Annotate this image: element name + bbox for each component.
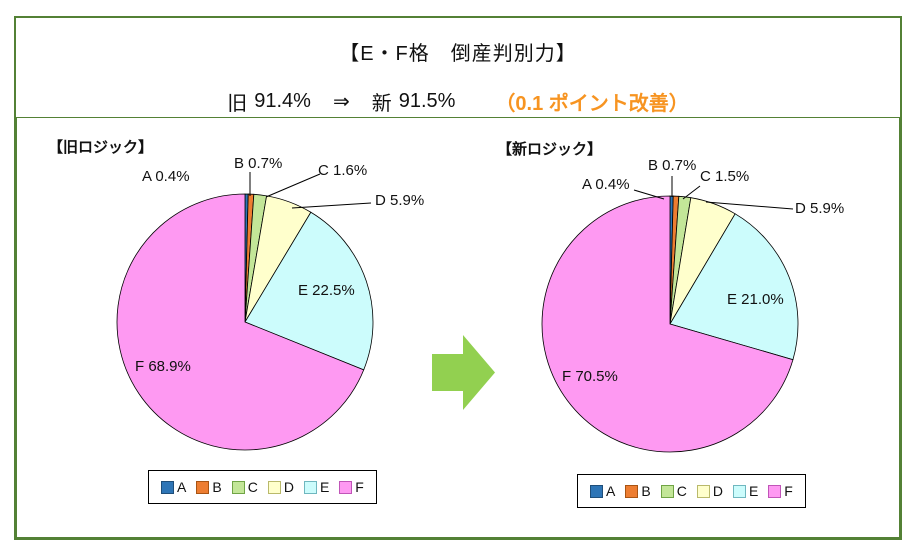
legend-item-d: D: [696, 483, 723, 499]
old-value: 91.4%: [254, 90, 311, 112]
legend-label-b: B: [212, 479, 222, 495]
legend-swatch-a: [590, 484, 603, 498]
pie-label-d-new: D 5.9%: [795, 200, 845, 217]
pie-slice-e: [244, 211, 374, 371]
pie-label-b-old: B 0.7%: [234, 155, 283, 172]
legend-swatch-c: [231, 480, 245, 494]
legend-swatch-a: [161, 480, 174, 494]
legend-item-a: A: [590, 483, 615, 499]
transition-arrow-icon: [432, 335, 495, 410]
legend-label-d: D: [712, 483, 723, 499]
leader-line-d-old: [291, 202, 372, 209]
legend-label-a: A: [606, 483, 616, 499]
pie-label-f-new: F 70.5%: [562, 368, 618, 385]
leader-line-d-new: [705, 201, 794, 210]
legend-item-c: C: [660, 483, 687, 499]
comparison-line: 旧 91.4% ⇒ 新 91.5% （0.1 ポイント改善）: [16, 87, 900, 116]
legend-item-d: D: [267, 479, 294, 495]
legend-label-e: E: [319, 479, 330, 495]
leader-line-c-old: [265, 173, 321, 198]
legend-label-e: E: [748, 483, 759, 499]
pie-label-c-old: C 1.6%: [318, 162, 368, 179]
new-value-pair: 新 91.5%: [372, 87, 456, 116]
old-logic-pie-chart: [116, 172, 374, 451]
leader-line-c-new: [682, 185, 701, 200]
pie-slice-f: [116, 193, 365, 451]
legend-label-b: B: [641, 483, 651, 499]
legend-swatch-f: [768, 484, 782, 498]
new-logic-pie-chart: [541, 176, 799, 453]
new-value: 91.5%: [398, 90, 456, 112]
pie-label-b-new: B 0.7%: [648, 157, 697, 174]
legend-item-f: F: [768, 483, 793, 499]
pie-label-d-old: D 5.9%: [375, 192, 425, 209]
pie-label-c-new: C 1.5%: [700, 168, 750, 185]
legend-label-c: C: [676, 483, 687, 499]
legend-swatch-c: [660, 484, 674, 498]
legend-item-e: E: [732, 483, 759, 499]
old-label: 旧: [227, 93, 248, 115]
pie-slice-f: [541, 195, 794, 453]
rightwards-double-arrow-icon: ⇒: [332, 91, 350, 113]
old-value-pair: 旧 91.4%: [227, 87, 311, 116]
chart-area: 【旧ロジック】 A 0.4% B 0.7% C 1.6% D 5.9% E 22…: [16, 117, 900, 538]
legend-label-c: C: [247, 479, 258, 495]
pie-label-e-old: E 22.5%: [298, 282, 355, 299]
improvement-text: （0.1 ポイント改善）: [495, 93, 689, 115]
pie-label-e-new: E 21.0%: [727, 291, 784, 308]
leader-line-a-new: [633, 189, 665, 200]
old-logic-title: 【旧ロジック】: [48, 139, 154, 156]
legend-label-f: F: [784, 483, 793, 499]
legend-swatch-f: [339, 480, 353, 494]
pie-label-f-old: F 68.9%: [135, 358, 191, 375]
legend-item-b: B: [196, 479, 222, 495]
pie-label-a-old: A 0.4%: [142, 168, 190, 185]
legend-item-b: B: [625, 483, 651, 499]
legend-item-f: F: [339, 479, 364, 495]
legend-swatch-d: [267, 480, 281, 494]
pie-slice-e: [669, 213, 799, 361]
chart-frame: 【E・F格 倒産判別力】 旧 91.4% ⇒ 新 91.5% （0.1 ポイント…: [14, 16, 902, 540]
new-logic-legend: A B C D E F: [577, 474, 806, 508]
old-logic-legend: A B C D E F: [148, 470, 377, 504]
legend-label-a: A: [177, 479, 187, 495]
legend-label-d: D: [283, 479, 294, 495]
new-label: 新: [371, 93, 392, 115]
legend-item-c: C: [231, 479, 258, 495]
legend-item-a: A: [161, 479, 186, 495]
legend-swatch-d: [696, 484, 710, 498]
legend-item-e: E: [303, 479, 330, 495]
pie-label-a-new: A 0.4%: [582, 176, 630, 193]
new-logic-title: 【新ロジック】: [497, 141, 603, 158]
legend-swatch-e: [303, 480, 317, 494]
legend-swatch-b: [196, 480, 210, 494]
legend-swatch-b: [625, 484, 639, 498]
legend-swatch-e: [732, 484, 746, 498]
header: 【E・F格 倒産判別力】 旧 91.4% ⇒ 新 91.5% （0.1 ポイント…: [16, 18, 900, 117]
legend-label-f: F: [355, 479, 364, 495]
page-title: 【E・F格 倒産判別力】: [339, 43, 577, 65]
